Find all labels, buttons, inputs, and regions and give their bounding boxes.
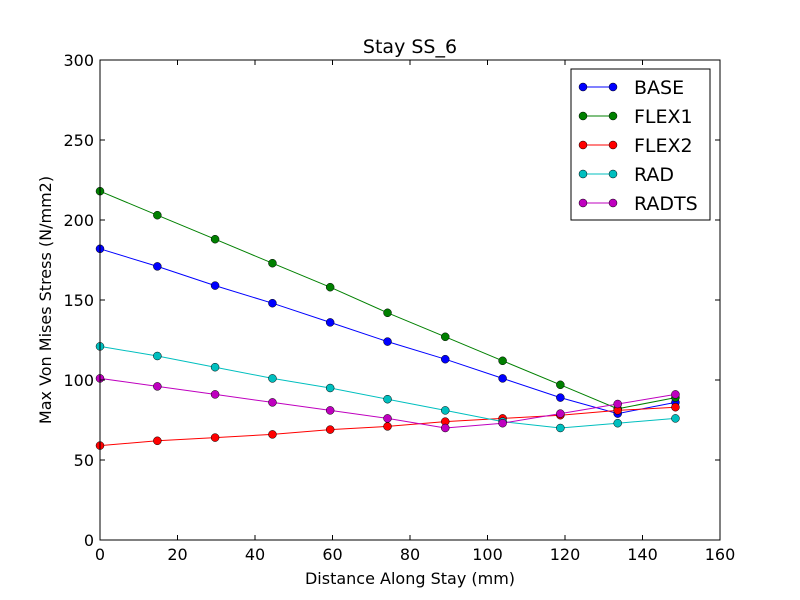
data-point-flex1 (441, 332, 450, 342)
data-point-flex2 (210, 433, 220, 442)
data-point-radts (383, 414, 392, 423)
x-tick-label: 40 (245, 545, 265, 564)
data-point-base (383, 337, 392, 346)
legend-marker-flex2 (608, 140, 618, 150)
data-point-base (268, 298, 277, 308)
data-point-base (498, 374, 507, 383)
legend-label-base: BASE (634, 77, 684, 99)
data-point-flex1 (498, 356, 507, 366)
x-tick-label: 140 (627, 545, 658, 564)
y-tick-label: 150 (63, 291, 94, 310)
legend-marker-rad (578, 169, 588, 179)
legend: BASE FLEX1 FLEX2 RAD RADTS (570, 68, 711, 221)
data-point-rad (268, 374, 277, 383)
data-point-rad (153, 351, 162, 361)
x-tick-label: 100 (472, 545, 503, 564)
data-point-radts (153, 382, 162, 391)
legend-marker-flex1 (608, 111, 618, 121)
x-tick-label: 0 (95, 545, 105, 564)
data-point-flex1 (210, 234, 220, 244)
axes-layer: 0 20 40 60 80 100 120 140 160 0 50 100 150 200 250 300 (63, 51, 735, 564)
data-point-radts (210, 390, 220, 399)
y-tick-label: 250 (63, 131, 94, 150)
y-axis-label: Max Von Mises Stress (N/mm2) (36, 176, 55, 424)
legend-label-flex2: FLEX2 (634, 135, 693, 157)
x-tick-label: 20 (167, 545, 187, 564)
legend-marker-flex2 (578, 140, 588, 150)
data-point-flex1 (383, 308, 392, 318)
data-point-rad (671, 414, 680, 423)
data-point-rad (325, 383, 335, 393)
data-point-radts (441, 423, 450, 433)
data-point-flex1 (556, 380, 565, 390)
x-tick-label: 120 (550, 545, 581, 564)
data-point-rad (441, 406, 450, 415)
data-point-base (556, 393, 565, 402)
data-point-flex2 (671, 402, 680, 412)
series-layer (95, 186, 680, 450)
y-tick-label: 300 (63, 51, 94, 70)
x-tick-label: 80 (400, 545, 420, 564)
data-point-flex2 (325, 425, 335, 434)
legend-label-flex1: FLEX1 (634, 106, 693, 128)
x-axis-label: Distance Along Stay (mm) (305, 569, 515, 588)
data-point-flex1 (268, 258, 277, 268)
x-tick-label: 160 (705, 545, 736, 564)
y-tick-label: 50 (74, 451, 94, 470)
data-point-flex1 (325, 282, 335, 292)
data-point-rad (556, 423, 565, 433)
data-point-flex2 (383, 422, 392, 431)
data-point-rad (210, 362, 220, 372)
legend-label-radts: RADTS (634, 193, 698, 215)
data-point-base (210, 281, 220, 290)
y-tick-label: 100 (63, 371, 94, 390)
legend-marker-radts (578, 198, 588, 208)
chart-title: Stay SS_6 (363, 36, 457, 58)
data-point-base (153, 262, 162, 271)
legend-marker-radts (608, 198, 618, 208)
legend-marker-rad (608, 169, 618, 179)
legend-marker-base (608, 82, 618, 92)
data-point-radts (613, 399, 622, 409)
data-point-rad (613, 418, 622, 428)
y-tick-label: 200 (63, 211, 94, 230)
legend-marker-base (578, 82, 588, 92)
data-point-rad (383, 394, 392, 404)
data-point-radts (268, 398, 277, 407)
y-tick-label: 0 (84, 531, 94, 550)
data-point-radts (325, 406, 335, 415)
legend-marker-flex1 (578, 111, 588, 121)
data-point-radts (556, 409, 565, 418)
data-point-base (441, 354, 450, 364)
data-point-radts (498, 418, 507, 428)
data-point-flex2 (268, 430, 277, 439)
data-point-flex2 (153, 436, 162, 446)
data-point-flex1 (153, 210, 162, 220)
x-tick-label: 60 (322, 545, 342, 564)
data-point-radts (671, 390, 680, 399)
legend-label-rad: RAD (634, 164, 674, 186)
data-point-base (325, 318, 335, 327)
